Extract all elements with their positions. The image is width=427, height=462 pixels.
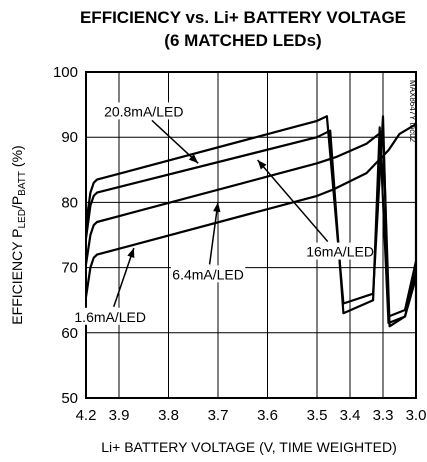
annotation-label: 20.8mA/LED	[104, 103, 183, 119]
y-tick-label: 70	[61, 260, 78, 277]
y-tick-label: 60	[61, 325, 78, 342]
annotation-bg	[73, 307, 148, 325]
x-tick-labels: 4.2 3.9 3.8 3.7 3.6 3.5 3.4 3.3 3.0	[76, 407, 427, 424]
y-tick-label: 90	[61, 129, 78, 146]
annotations: 20.8mA/LED 16mA/LED 6.4mA/LED 1.6mA/LED	[73, 102, 374, 325]
x-axis-label: Li+ BATTERY VOLTAGE (V, TIME WEIGHTED)	[101, 439, 397, 455]
annotation-bg	[102, 102, 185, 120]
annotation-label: 1.6mA/LED	[74, 309, 146, 325]
annotation-leader	[257, 159, 329, 243]
annotation-bg	[306, 242, 374, 260]
x-tick-label: 3.8	[158, 407, 179, 424]
x-tick-label: 3.0	[406, 407, 427, 424]
x-tick-label: 3.3	[373, 407, 394, 424]
series-group	[84, 115, 418, 328]
x-tick-label: 3.4	[340, 407, 361, 424]
figure-id: MAX8647Y toc02	[408, 80, 417, 143]
annotation-label: 16mA/LED	[306, 244, 374, 260]
annotation-arrowhead	[213, 202, 221, 213]
annotation-arrowhead	[127, 248, 135, 259]
grid	[86, 72, 416, 398]
chart-subtitle: (6 MATCHED LEDs)	[164, 31, 321, 50]
series-line	[84, 115, 418, 318]
annotation-leader	[208, 202, 219, 265]
annotation-bg	[170, 265, 246, 283]
annotation-label: 6.4mA/LED	[172, 266, 244, 282]
y-tick-label: 100	[53, 64, 78, 81]
plot-frame	[85, 71, 417, 399]
chart-title: EFFICIENCY vs. Li+ BATTERY VOLTAGE	[80, 8, 406, 27]
series-line	[84, 126, 418, 325]
y-tick-labels: 50 60 70 80 90 100	[53, 64, 78, 407]
x-tick-label: 3.9	[109, 407, 130, 424]
series-line	[84, 123, 418, 310]
annotation-leader	[151, 119, 199, 164]
annotation-arrowhead	[188, 154, 199, 164]
x-tick-label: 3.6	[257, 407, 278, 424]
x-tick-label: 4.2	[76, 407, 97, 424]
x-tick-label: 3.5	[307, 407, 328, 424]
annotation-arrowhead	[257, 160, 267, 170]
y-axis-label: EFFICIENCY PLED/PBATT (%)	[9, 145, 28, 324]
y-tick-label: 50	[61, 390, 78, 407]
y-tick-label: 80	[61, 194, 78, 211]
annotation-leader	[113, 247, 135, 308]
series-line	[84, 129, 418, 328]
x-tick-label: 3.7	[208, 407, 229, 424]
